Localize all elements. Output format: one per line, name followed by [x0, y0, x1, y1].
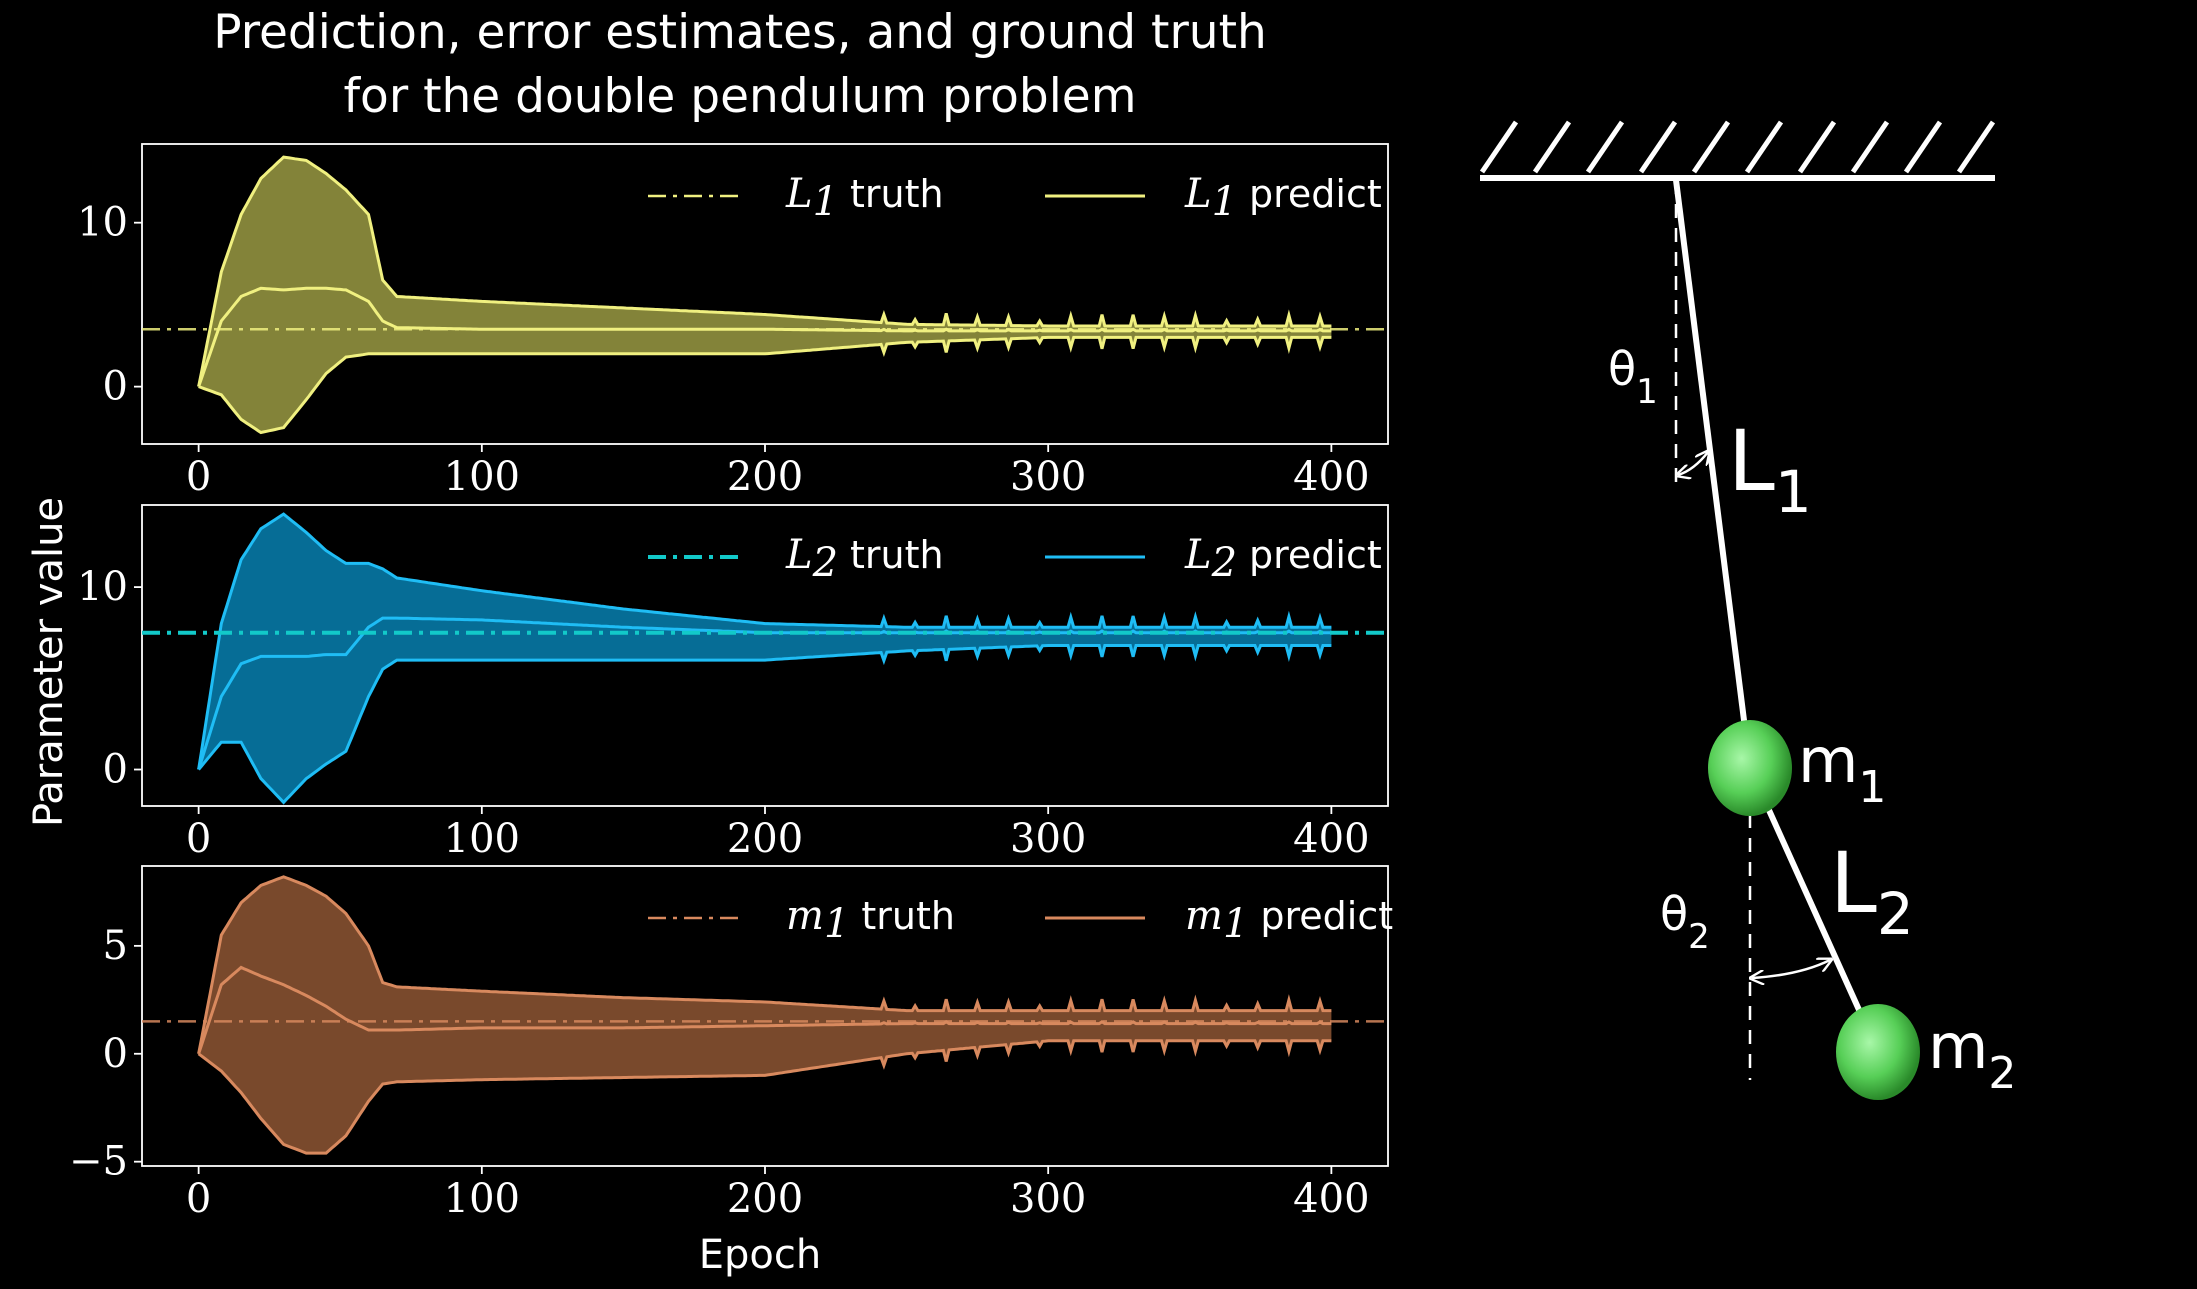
x-tick-label: 200: [727, 816, 803, 862]
x-tick-label: 300: [1010, 454, 1086, 500]
legend-truth-label: m1 truth: [786, 893, 955, 947]
theta2-arc: [1752, 960, 1830, 978]
x-tick-label: 200: [727, 1176, 803, 1222]
mass-m2: [1836, 1004, 1920, 1100]
mass-m1: [1708, 720, 1792, 816]
theta1-arc: [1678, 452, 1708, 475]
chart-title-line-1: Prediction, error estimates, and ground …: [213, 5, 1267, 60]
prediction-line: [197, 965, 1332, 1055]
panel-L1: 0 100 200 300 400 0 10 L1 truth L1 predict: [77, 143, 1389, 500]
double-pendulum-diagram: θ1 L1 m1 θ2 L2 m2: [1479, 120, 2016, 1100]
uncertainty-band: [198, 514, 1332, 803]
m1-label: m1: [1798, 724, 1886, 813]
lower-bound-line: [198, 335, 1332, 435]
legend-predict-label: L2 predict: [1184, 532, 1382, 586]
theta2-label: θ2: [1660, 887, 1710, 957]
lower-bound-line: [197, 1039, 1332, 1155]
x-tick-label: 400: [1293, 454, 1369, 500]
panel-m1: 0 100 200 300 400 −5 0 5 m1 truth m1 predict: [69, 865, 1393, 1222]
L2-label: L2: [1830, 834, 1914, 948]
uncertainty-band: [198, 157, 1332, 433]
rod-L2: [1747, 766, 1881, 1054]
rod-L1: [1673, 179, 1753, 769]
x-tick-label: 300: [1010, 816, 1086, 862]
x-tick-label: 400: [1293, 1176, 1369, 1222]
y-tick-label: 0: [103, 747, 128, 793]
legend-truth-label: L1 truth: [785, 171, 944, 225]
upper-bound-line: [197, 512, 1332, 770]
m2-label: m2: [1928, 1010, 2016, 1099]
uncertainty-band: [198, 876, 1332, 1154]
x-tick-label: 100: [444, 454, 520, 500]
theta1-label: θ1: [1608, 342, 1658, 412]
y-tick-label: 10: [77, 200, 128, 246]
y-axis-label: Parameter value: [26, 497, 72, 827]
upper-bound-line: [197, 155, 1332, 387]
x-axis-label: Epoch: [699, 1232, 821, 1278]
x-tick-label: 100: [444, 1176, 520, 1222]
x-tick-label: 400: [1293, 816, 1369, 862]
legend-truth-label: L2 truth: [785, 532, 944, 586]
x-tick-label: 0: [186, 816, 211, 862]
lower-bound-line: [197, 644, 1332, 805]
y-tick-label: 0: [103, 364, 128, 410]
x-tick-label: 100: [444, 816, 520, 862]
legend-predict-label: L1 predict: [1184, 171, 1382, 225]
x-tick-label: 0: [186, 454, 211, 500]
x-tick-label: 200: [727, 454, 803, 500]
y-tick-label: 5: [103, 923, 128, 969]
upper-bound-line: [197, 875, 1332, 1055]
y-tick-label: 0: [103, 1031, 128, 1077]
x-tick-label: 0: [186, 1176, 211, 1222]
legend-predict-label: m1 predict: [1185, 893, 1393, 947]
x-tick-label: 300: [1010, 1176, 1086, 1222]
y-tick-label: −5: [69, 1139, 128, 1185]
panel-L2: 0 100 200 300 400 0 10 L2 truth L2 predict: [77, 504, 1389, 862]
L1-label: L1: [1728, 412, 1812, 526]
chart-title-line-2: for the double pendulum problem: [344, 69, 1137, 124]
ceiling-hatching: [1479, 120, 1996, 174]
y-tick-label: 10: [77, 564, 128, 610]
